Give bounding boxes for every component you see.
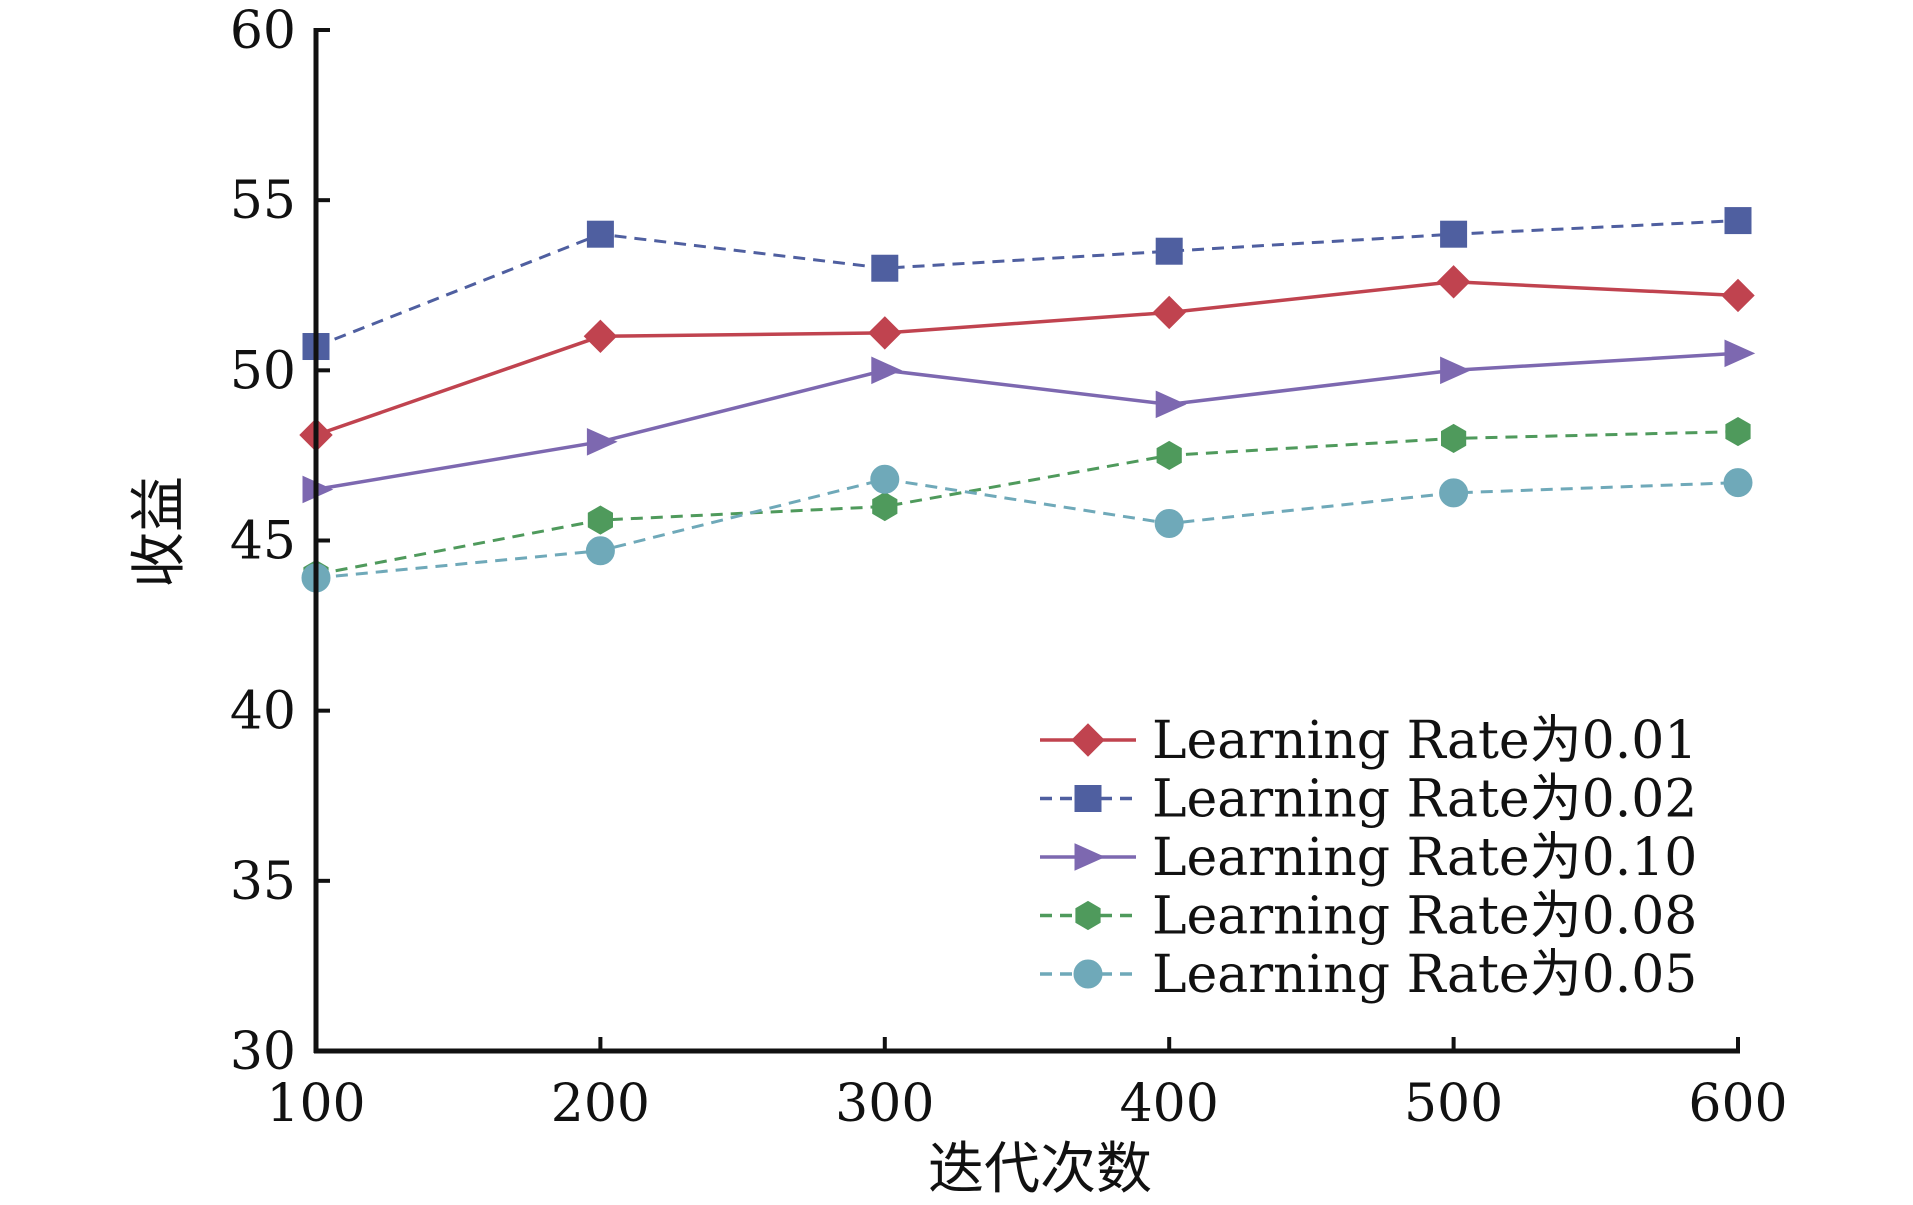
series-line (315, 351, 1739, 492)
data-point (871, 356, 903, 385)
series-1 (299, 265, 1755, 452)
y-tick-label: 35 (230, 852, 296, 912)
data-point (1440, 220, 1468, 248)
legend-item: Learning Rate为0.01 (1040, 711, 1697, 771)
legend-item: Learning Rate为0.08 (1040, 887, 1697, 947)
data-point (872, 491, 898, 522)
y-axis-title: 收益 (127, 476, 192, 588)
data-point (1156, 440, 1182, 470)
data-point (1724, 207, 1752, 235)
y-tick-label: 30 (230, 1022, 296, 1082)
series-3 (302, 339, 1756, 504)
x-tick-label: 400 (1120, 1074, 1219, 1134)
data-point (1436, 265, 1471, 299)
data-point (1441, 423, 1467, 453)
y-tick-label: 40 (230, 682, 296, 742)
data-point (1155, 390, 1187, 419)
legend-item: Learning Rate为0.10 (1040, 828, 1697, 888)
legend-marker (1075, 900, 1101, 931)
x-tick-label: 600 (1688, 1074, 1787, 1134)
data-point (1439, 478, 1469, 508)
x-tick-label: 500 (1404, 1074, 1503, 1134)
series-5 (301, 464, 1753, 593)
series-layer (299, 207, 1756, 593)
series-2 (302, 207, 1752, 361)
data-point (586, 428, 618, 456)
data-point (1725, 417, 1751, 447)
data-point (586, 220, 614, 248)
data-point (870, 464, 900, 494)
legend-marker (1074, 843, 1106, 871)
data-point (1723, 468, 1753, 498)
data-point (1721, 278, 1755, 313)
legend-label: Learning Rate为0.01 (1152, 711, 1697, 771)
x-axis-title: 迭代次数 (928, 1137, 1152, 1202)
y-tick-label: 55 (230, 171, 296, 231)
legend-label: Learning Rate为0.02 (1152, 770, 1697, 830)
legend-marker (1073, 959, 1103, 989)
ticks-layer: 30 35 40 45 50 55 60 100 200 300 400 500 600 (230, 1, 1788, 1134)
data-point (1152, 295, 1186, 330)
y-tick-label: 45 (230, 512, 296, 572)
data-point (1155, 237, 1183, 265)
data-point (583, 319, 618, 354)
y-tick-label: 50 (230, 341, 296, 401)
data-point (871, 254, 899, 282)
x-tick-label: 100 (266, 1074, 365, 1134)
legend-marker (1074, 785, 1102, 812)
series-line (315, 219, 1739, 348)
series-line (315, 430, 1739, 576)
legend-marker (1071, 723, 1105, 757)
data-point (1154, 508, 1184, 538)
data-point (1724, 339, 1756, 368)
data-point (587, 505, 613, 535)
series-line (315, 477, 1739, 580)
legend-item: Learning Rate为0.05 (1040, 945, 1697, 1005)
series-line (315, 280, 1739, 437)
data-point (1440, 356, 1471, 385)
y-tick-label: 60 (230, 1, 296, 61)
x-tick-label: 200 (551, 1074, 650, 1134)
series-4 (303, 417, 1751, 590)
data-point (585, 536, 615, 566)
x-tick-label: 300 (835, 1074, 934, 1134)
legend-label: Learning Rate为0.08 (1152, 887, 1697, 947)
data-point (868, 316, 902, 350)
legend-label: Learning Rate为0.05 (1152, 945, 1697, 1005)
legend-item: Learning Rate为0.02 (1040, 770, 1697, 830)
legend-label: Learning Rate为0.10 (1152, 828, 1697, 888)
